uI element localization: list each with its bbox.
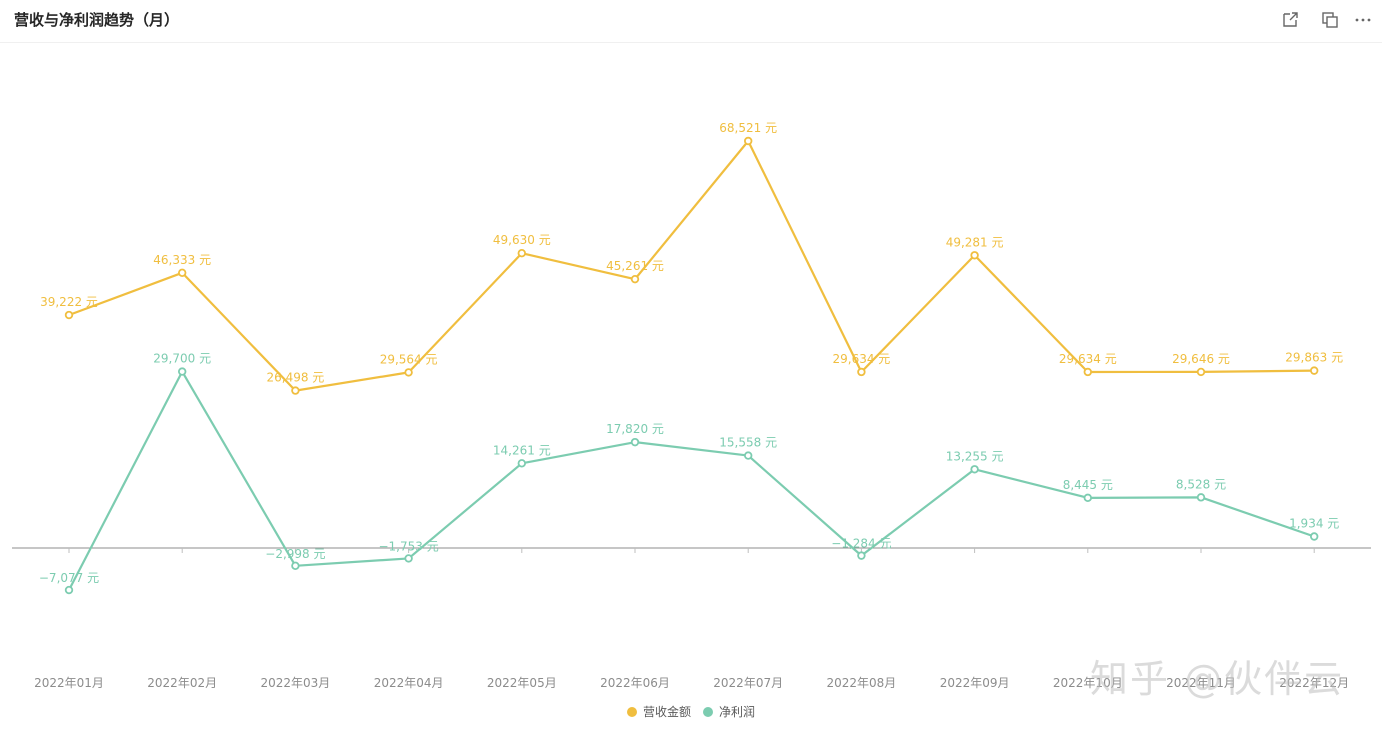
data-point [857,551,866,560]
data-point [64,310,74,320]
data-label: 13,255 元 [946,449,1004,463]
data-label: 29,700 元 [153,352,211,366]
data-label: 46,333 元 [153,253,211,267]
data-label: 14,261 元 [493,443,551,457]
data-label: −1,284 元 [831,537,891,551]
data-label: 45,261 元 [606,259,664,273]
x-tick-label: 2022年06月 [600,676,670,690]
x-tick-label: 2022年05月 [487,676,557,690]
x-tick-label: 2022年01月 [34,676,104,690]
data-point [517,459,526,468]
data-label: 68,521 元 [719,121,777,135]
legend-dot-icon [703,706,713,717]
x-tick-label: 2022年09月 [940,676,1010,690]
x-tick-label: 2022年02月 [147,676,217,690]
data-label: 26,498 元 [266,371,324,385]
x-tick-label: 2022年10月 [1053,676,1123,690]
data-point [177,268,187,277]
data-label: −7,077 元 [39,571,99,585]
legend-label: 净利润 [719,705,756,719]
x-tick-label: 2022年03月 [260,676,330,690]
data-label: 29,634 元 [1059,352,1117,366]
legend-item[interactable]: 净利润 [703,703,755,720]
x-tick-label: 2022年11月 [1166,676,1236,690]
data-point [1196,493,1206,502]
data-point [1083,493,1092,503]
chart-header: 营收与净利润趋势（月） [0,0,1382,43]
data-point [1309,532,1319,541]
data-point [857,367,866,377]
data-point [291,561,300,571]
data-label: 17,820 元 [606,422,664,436]
data-point [970,251,979,260]
series-line-1 [68,370,1315,591]
data-label: −1,753 元 [378,539,438,553]
data-point [291,386,300,395]
data-point [1309,366,1319,375]
data-point [1083,367,1092,377]
data-point [970,465,979,474]
line-chart: 2022年01月 2022年02月 2022年03月 2022年04月 2022年05月… [12,121,1371,690]
data-label: −2,998 元 [265,547,325,561]
data-label: 15,558 元 [719,436,777,450]
series-line-0 [68,139,1315,392]
data-label: 49,630 元 [493,233,551,247]
copy-icon[interactable] [1320,10,1340,30]
data-point [404,368,413,377]
data-label: 29,564 元 [380,352,438,366]
data-label: 49,281 元 [946,235,1004,249]
x-tick-label: 2022年12月 [1279,676,1349,690]
legend-label: 营收金额 [642,705,691,719]
chart-title: 营收与净利润趋势（月） [14,11,180,29]
data-point [744,451,753,460]
data-point [630,274,640,284]
external-link-icon[interactable] [1280,10,1300,30]
data-point [404,554,413,563]
data-point [177,367,187,376]
x-tick-label: 2022年08月 [826,676,896,690]
more-icon[interactable] [1353,10,1373,30]
data-point [64,585,74,595]
data-label: 1,934 元 [1289,517,1339,531]
data-label: 29,863 元 [1285,351,1343,365]
data-label: 39,222 元 [40,295,98,309]
x-tick-label: 2022年07月 [713,676,783,690]
legend-dot-icon [626,706,637,717]
chart-legend: 营收金额 净利润 [0,703,1382,720]
data-label: 8,445 元 [1063,478,1113,492]
data-point [630,437,640,447]
data-point [744,136,753,146]
data-label: 8,528 元 [1176,477,1226,491]
data-label: 29,646 元 [1172,352,1230,366]
data-label: 29,634 元 [832,352,890,366]
data-point [517,249,526,258]
x-tick-label: 2022年04月 [374,676,444,690]
data-point [1196,367,1206,377]
watermark: 知乎 @伙伴云 [1090,657,1345,701]
legend-item[interactable]: 营收金额 [626,703,691,720]
